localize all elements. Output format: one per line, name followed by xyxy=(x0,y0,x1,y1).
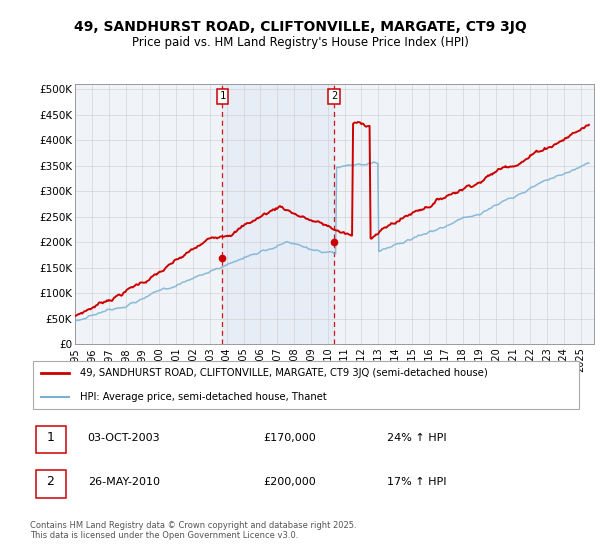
Bar xyxy=(223,84,334,344)
FancyBboxPatch shape xyxy=(35,426,66,453)
Text: 49, SANDHURST ROAD, CLIFTONVILLE, MARGATE, CT9 3JQ (semi-detached house): 49, SANDHURST ROAD, CLIFTONVILLE, MARGAT… xyxy=(80,368,487,379)
Text: 1: 1 xyxy=(220,91,226,101)
Text: 49, SANDHURST ROAD, CLIFTONVILLE, MARGATE, CT9 3JQ: 49, SANDHURST ROAD, CLIFTONVILLE, MARGAT… xyxy=(74,20,526,34)
Text: £170,000: £170,000 xyxy=(263,432,316,442)
Text: 2: 2 xyxy=(46,475,55,488)
Text: 03-OCT-2003: 03-OCT-2003 xyxy=(88,432,160,442)
Text: 2: 2 xyxy=(331,91,337,101)
Text: Contains HM Land Registry data © Crown copyright and database right 2025.
This d: Contains HM Land Registry data © Crown c… xyxy=(30,521,356,540)
Text: 1: 1 xyxy=(46,431,55,444)
Text: 26-MAY-2010: 26-MAY-2010 xyxy=(88,477,160,487)
FancyBboxPatch shape xyxy=(33,361,579,409)
Text: £200,000: £200,000 xyxy=(263,477,316,487)
Text: Price paid vs. HM Land Registry's House Price Index (HPI): Price paid vs. HM Land Registry's House … xyxy=(131,36,469,49)
Text: HPI: Average price, semi-detached house, Thanet: HPI: Average price, semi-detached house,… xyxy=(80,391,326,402)
Text: 24% ↑ HPI: 24% ↑ HPI xyxy=(386,432,446,442)
Text: 17% ↑ HPI: 17% ↑ HPI xyxy=(386,477,446,487)
FancyBboxPatch shape xyxy=(35,470,66,498)
